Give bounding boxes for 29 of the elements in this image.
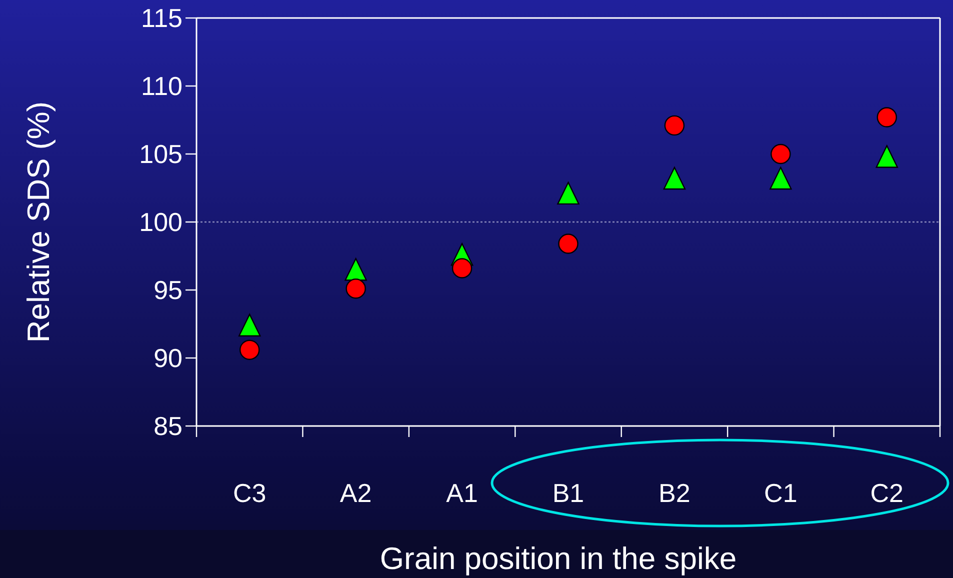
point: [876, 145, 898, 168]
point: [770, 144, 791, 164]
y-tick-label: 100: [139, 207, 182, 238]
x-tick-label: A1: [446, 478, 478, 508]
y-tick-label: 95: [154, 275, 182, 306]
point: [344, 258, 367, 281]
y-tick-label: 105: [139, 139, 182, 170]
point: [452, 258, 472, 278]
point: [557, 182, 580, 205]
x-axis-title: Grain position in the spike: [380, 540, 737, 576]
y-tick-label: 110: [141, 71, 182, 102]
point: [663, 166, 686, 190]
x-tick-label: B1: [552, 478, 584, 508]
point: [664, 115, 685, 136]
x-tick-label: C3: [232, 478, 266, 508]
point: [240, 340, 260, 360]
point: [238, 314, 261, 336]
x-tick-label: C2: [870, 478, 904, 508]
y-tick-label: 90: [154, 343, 182, 374]
x-tick-label: C1: [764, 478, 798, 508]
point: [770, 166, 792, 190]
x-tick-label: A2: [340, 478, 372, 508]
y-tick-label: 85: [154, 411, 182, 442]
y-tick-label: 115: [141, 3, 182, 34]
point: [558, 234, 578, 254]
point: [346, 278, 366, 299]
y-axis-title: Relative SDS (%): [20, 101, 56, 343]
x-tick-label: B2: [658, 478, 690, 508]
point: [876, 107, 897, 128]
